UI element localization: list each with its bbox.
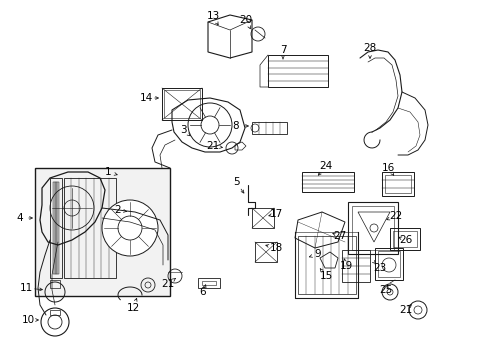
Bar xyxy=(374,248,402,280)
Text: 23: 23 xyxy=(373,263,386,273)
Bar xyxy=(53,182,59,274)
Text: 17: 17 xyxy=(269,209,282,219)
Text: 18: 18 xyxy=(269,243,282,253)
Bar xyxy=(392,231,416,247)
Bar xyxy=(198,278,220,288)
Bar xyxy=(254,242,276,262)
Text: 21: 21 xyxy=(206,141,219,151)
Bar xyxy=(251,208,273,228)
Text: 7: 7 xyxy=(279,45,286,55)
Bar xyxy=(50,280,60,288)
Text: 15: 15 xyxy=(319,271,332,281)
Text: 4: 4 xyxy=(17,213,23,223)
Text: 21: 21 xyxy=(399,305,412,315)
Bar xyxy=(377,251,399,277)
Text: 11: 11 xyxy=(20,283,33,293)
Text: 21: 21 xyxy=(161,279,174,289)
Text: 9: 9 xyxy=(314,249,321,259)
Text: 1: 1 xyxy=(104,167,111,177)
Bar xyxy=(163,90,200,118)
Text: 12: 12 xyxy=(126,303,140,313)
Bar xyxy=(50,310,60,315)
Text: 13: 13 xyxy=(206,11,219,21)
Bar xyxy=(162,88,202,120)
Bar xyxy=(347,202,397,254)
Bar xyxy=(341,250,369,282)
Text: 24: 24 xyxy=(319,161,332,171)
Bar xyxy=(64,178,116,278)
Text: 26: 26 xyxy=(399,235,412,245)
Bar xyxy=(267,55,327,87)
Text: 10: 10 xyxy=(21,315,35,325)
Text: 22: 22 xyxy=(388,211,402,221)
Bar xyxy=(381,172,413,196)
Text: 8: 8 xyxy=(232,121,239,131)
Text: 20: 20 xyxy=(239,15,252,25)
Text: 14: 14 xyxy=(139,93,152,103)
Bar xyxy=(251,122,286,134)
Text: 16: 16 xyxy=(381,163,394,173)
Bar xyxy=(302,172,353,192)
Bar xyxy=(389,228,419,250)
Text: 27: 27 xyxy=(333,231,346,241)
Text: 28: 28 xyxy=(363,43,376,53)
Text: 2: 2 xyxy=(115,205,121,215)
Bar xyxy=(297,236,355,294)
Bar xyxy=(35,168,170,296)
Text: 19: 19 xyxy=(339,261,352,271)
Bar xyxy=(384,175,410,193)
Bar xyxy=(202,281,216,285)
Text: 3: 3 xyxy=(179,125,186,135)
Bar xyxy=(50,178,62,278)
Bar xyxy=(351,206,393,250)
Text: 25: 25 xyxy=(379,285,392,295)
Circle shape xyxy=(187,103,231,147)
Text: 6: 6 xyxy=(199,287,206,297)
Circle shape xyxy=(102,200,158,256)
Text: 5: 5 xyxy=(232,177,239,187)
